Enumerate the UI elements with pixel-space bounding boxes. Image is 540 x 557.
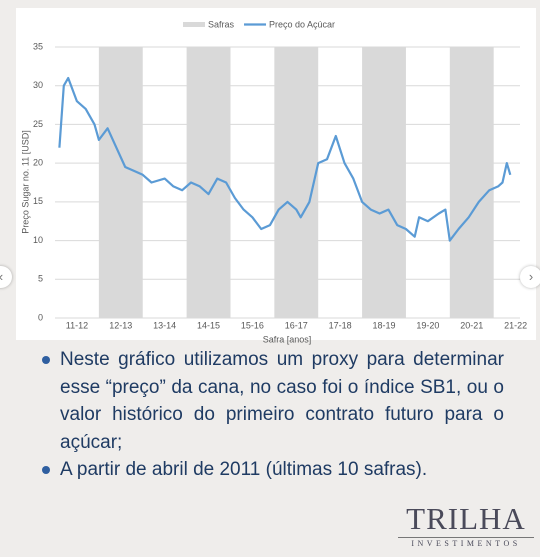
note: A partir de abril de 2011 (últimas 10 sa… <box>38 456 504 484</box>
season-band <box>98 47 143 318</box>
legend-label: Preço do Açúcar <box>269 19 335 29</box>
x-tick-label: 13-14 <box>153 320 176 330</box>
chart: Preço Sugar no. 11 [USD] Safra [anos] 0 5… <box>16 8 536 344</box>
y-axis-label: Preço Sugar no. 11 [USD] <box>20 130 30 233</box>
x-tick-label: 16-17 <box>285 320 308 330</box>
y-tick-label: 25 <box>33 119 43 129</box>
y-tick-label: 10 <box>33 235 43 245</box>
x-tick-label: 12-13 <box>109 320 132 330</box>
y-tick-label: 5 <box>38 274 43 284</box>
y-tick-label: 30 <box>33 80 43 90</box>
season-band <box>449 47 494 318</box>
y-tick-label: 15 <box>33 196 43 206</box>
logo-title: TRILHA <box>406 501 526 536</box>
x-tick-label: 15-16 <box>241 320 264 330</box>
y-tick-label: 20 <box>33 158 43 168</box>
x-tick-label: 17-18 <box>329 320 352 330</box>
y-tick-label: 35 <box>33 41 43 51</box>
x-tick-label: 20-21 <box>460 320 483 330</box>
x-tick-label: 18-19 <box>372 320 395 330</box>
legend-swatch <box>183 22 205 27</box>
carousel-prev[interactable]: ‹ <box>0 266 12 288</box>
logo: TRILHA INVESTIMENTOS <box>398 503 534 548</box>
note: Neste gráfico utilizamos um proxy para d… <box>38 346 504 456</box>
x-axis-label: Safra [anos] <box>263 334 312 344</box>
season-band <box>186 47 231 318</box>
carousel-next[interactable]: › <box>520 266 540 288</box>
logo-subtitle: INVESTIMENTOS <box>398 537 534 548</box>
legend-label: Safras <box>208 19 235 29</box>
x-tick-label: 21-22 <box>504 320 527 330</box>
season-band <box>274 47 319 318</box>
x-tick-label: 11-12 <box>66 320 88 330</box>
season-band <box>362 47 406 318</box>
x-tick-label: 14-15 <box>197 320 220 330</box>
y-tick-label: 0 <box>38 312 43 322</box>
notes: Neste gráfico utilizamos um proxy para d… <box>38 346 504 484</box>
x-tick-label: 19-20 <box>416 320 439 330</box>
price-line <box>58 76 512 242</box>
